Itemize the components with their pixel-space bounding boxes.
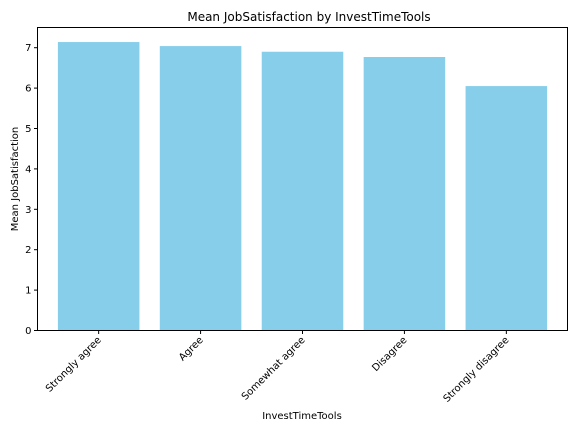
y-tick-label: 0 <box>25 326 31 337</box>
y-tick-label: 2 <box>25 245 31 256</box>
y-tick-label: 4 <box>25 164 31 175</box>
y-tick-label: 3 <box>25 205 31 216</box>
bars-group <box>57 42 548 331</box>
x-axis-ticks: Strongly agree Agree Somewhat agree Disagre… <box>44 330 512 405</box>
y-tick-label: 6 <box>25 84 31 95</box>
y-tick-label: 1 <box>25 286 31 297</box>
y-tick-label: 7 <box>25 43 31 54</box>
bar-strongly-disagree <box>465 86 548 331</box>
y-axis-label: Mean JobSatisfaction <box>10 127 21 232</box>
bar-strongly-agree <box>57 42 140 331</box>
x-tick-label: Somewhat agree <box>240 335 308 403</box>
y-tick-label: 5 <box>25 124 31 135</box>
x-tick-label: Agree <box>177 335 206 364</box>
bar-agree <box>159 46 242 331</box>
chart-title: Mean JobSatisfaction by InvestTimeTools <box>187 10 430 24</box>
x-tick-label: Strongly disagree <box>442 335 512 405</box>
x-tick-label: Strongly agree <box>44 335 104 395</box>
x-axis-label: InvestTimeTools <box>262 411 342 422</box>
plot-frame <box>37 27 568 331</box>
bar-disagree <box>363 56 446 331</box>
x-tick-label: Disagree <box>370 335 409 374</box>
y-axis-ticks: 0 1 2 3 4 5 6 7 <box>25 43 38 337</box>
bar-somewhat-agree <box>261 51 344 331</box>
